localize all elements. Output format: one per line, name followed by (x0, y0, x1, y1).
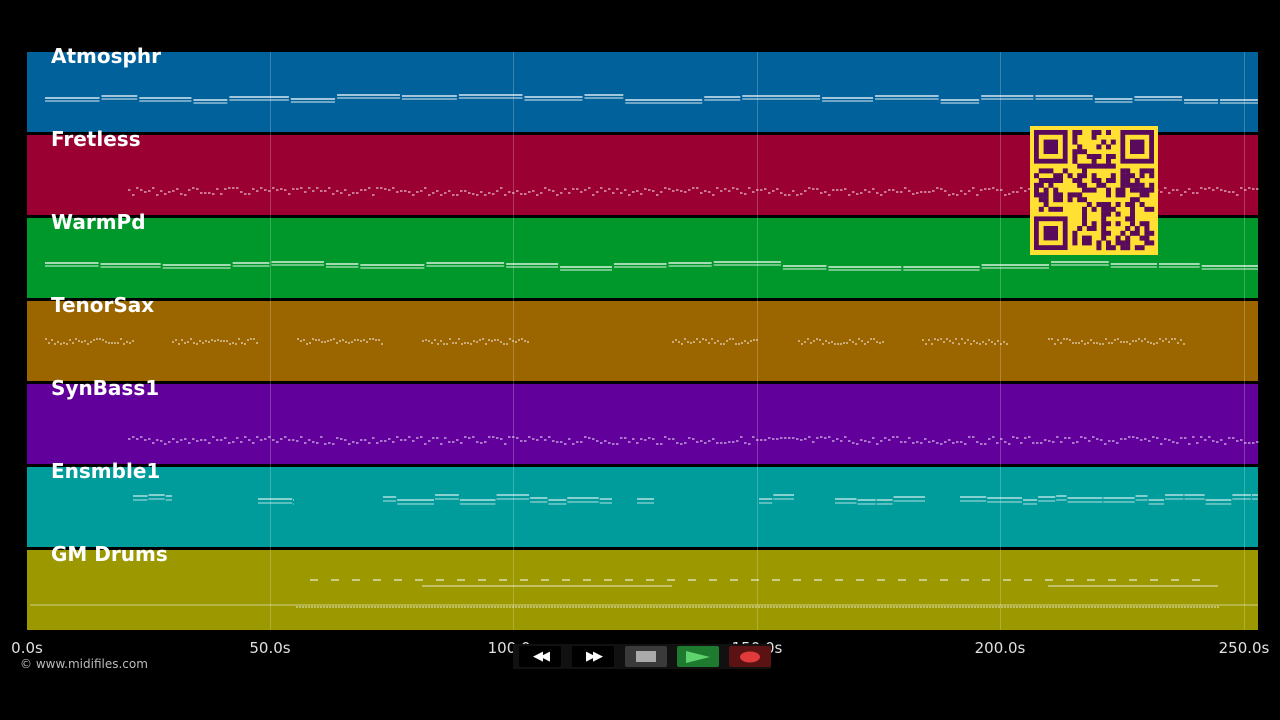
gridline (1244, 52, 1245, 630)
track-label: WarmPd (51, 210, 146, 234)
record-button[interactable] (729, 646, 771, 667)
time-tick-label: 50.0s (249, 639, 291, 657)
track-ensmble1: Ensmble1 (27, 459, 1258, 547)
track-label: GM Drums (51, 542, 168, 566)
transport-controls: ◀◀ ▶▶ (513, 644, 771, 669)
fast-forward-button[interactable]: ▶▶ (572, 646, 614, 667)
track-gm-drums: GM Drums (27, 542, 1258, 630)
time-tick-label: 250.0s (1218, 639, 1270, 657)
track-label: Fretless (51, 127, 141, 151)
stop-button[interactable] (625, 646, 667, 667)
play-icon (686, 650, 710, 663)
gridline (270, 52, 271, 630)
rewind-button[interactable]: ◀◀ (519, 646, 561, 667)
time-tick-label: 0.0s (11, 639, 43, 657)
qr-code-icon (1030, 126, 1158, 255)
copyright-credit: © www.midifiles.com (20, 657, 148, 671)
track-tenorsax: TenorSax (27, 293, 1258, 381)
track-label: Ensmble1 (51, 459, 161, 483)
gridline (1000, 52, 1001, 630)
play-button[interactable] (677, 646, 719, 667)
gridline (757, 52, 758, 630)
stop-icon (636, 651, 656, 662)
track-synbass1: SynBass1 (27, 376, 1258, 464)
track-label: TenorSax (51, 293, 155, 317)
track-label: Atmosphr (51, 44, 161, 68)
gridline (513, 52, 514, 630)
record-icon (740, 651, 760, 662)
track-atmosphr: Atmosphr (27, 44, 1258, 132)
time-tick-label: 200.0s (974, 639, 1026, 657)
rewind-icon: ◀◀ (533, 649, 550, 664)
fast-forward-icon: ▶▶ (586, 649, 603, 664)
track-label: SynBass1 (51, 376, 160, 400)
